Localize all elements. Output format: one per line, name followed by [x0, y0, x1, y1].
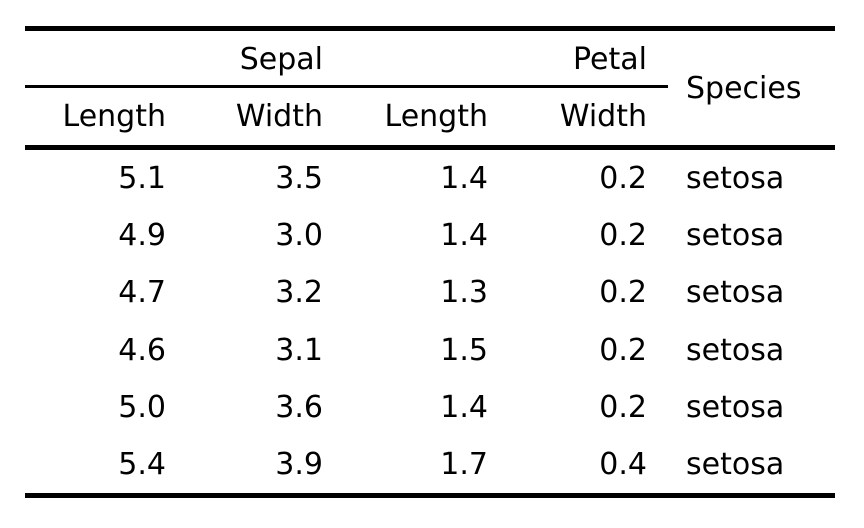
cell-sepal-length: 4.6	[118, 332, 166, 368]
cell-sepal-length: 4.9	[118, 218, 166, 254]
cell-species: setosa	[686, 218, 785, 254]
cell-species: setosa	[686, 389, 785, 425]
cell-petal-width: 0.2	[599, 389, 647, 425]
cell-petal-width: 0.2	[599, 275, 647, 311]
top-rule	[25, 26, 835, 31]
cell-species: setosa	[686, 275, 785, 311]
cell-petal-length: 1.3	[440, 275, 488, 311]
cell-sepal-width: 3.9	[275, 446, 323, 482]
header-petal-length: Length	[384, 99, 488, 134]
header-species: Species	[686, 70, 802, 106]
cell-sepal-length: 5.0	[118, 389, 166, 425]
cell-sepal-width: 3.1	[275, 332, 323, 368]
header-sepal-length: Length	[62, 99, 166, 134]
cell-petal-width: 0.2	[599, 332, 647, 368]
cell-species: setosa	[686, 332, 785, 368]
cell-sepal-width: 3.6	[275, 389, 323, 425]
table-body: 5.1 3.5 1.4 0.2 setosa 4.9 3.0 1.4 0.2 s…	[25, 150, 835, 493]
bottom-rule	[25, 493, 835, 498]
cell-petal-length: 1.5	[440, 332, 488, 368]
spanner-rule	[25, 85, 668, 88]
cell-sepal-width: 3.0	[275, 218, 323, 254]
header-petal-width: Width	[559, 99, 647, 134]
header-sepal-width: Width	[235, 99, 323, 134]
header-rule	[25, 145, 835, 150]
cell-petal-length: 1.4	[440, 161, 488, 197]
cell-petal-width: 0.4	[599, 446, 647, 482]
cell-sepal-width: 3.5	[275, 161, 323, 197]
cell-species: setosa	[686, 161, 785, 197]
cell-sepal-width: 3.2	[275, 275, 323, 311]
cell-petal-length: 1.7	[440, 446, 488, 482]
cell-sepal-length: 4.7	[118, 275, 166, 311]
table-header: Sepal Petal Species Length Width Length …	[25, 31, 835, 145]
cell-sepal-length: 5.4	[118, 446, 166, 482]
cell-petal-length: 1.4	[440, 389, 488, 425]
cell-sepal-length: 5.1	[118, 161, 166, 197]
cell-petal-width: 0.2	[599, 161, 647, 197]
spanner-petal: Petal	[573, 42, 647, 77]
spanner-sepal: Sepal	[239, 42, 323, 77]
cell-petal-length: 1.4	[440, 218, 488, 254]
cell-petal-width: 0.2	[599, 218, 647, 254]
cell-species: setosa	[686, 446, 785, 482]
